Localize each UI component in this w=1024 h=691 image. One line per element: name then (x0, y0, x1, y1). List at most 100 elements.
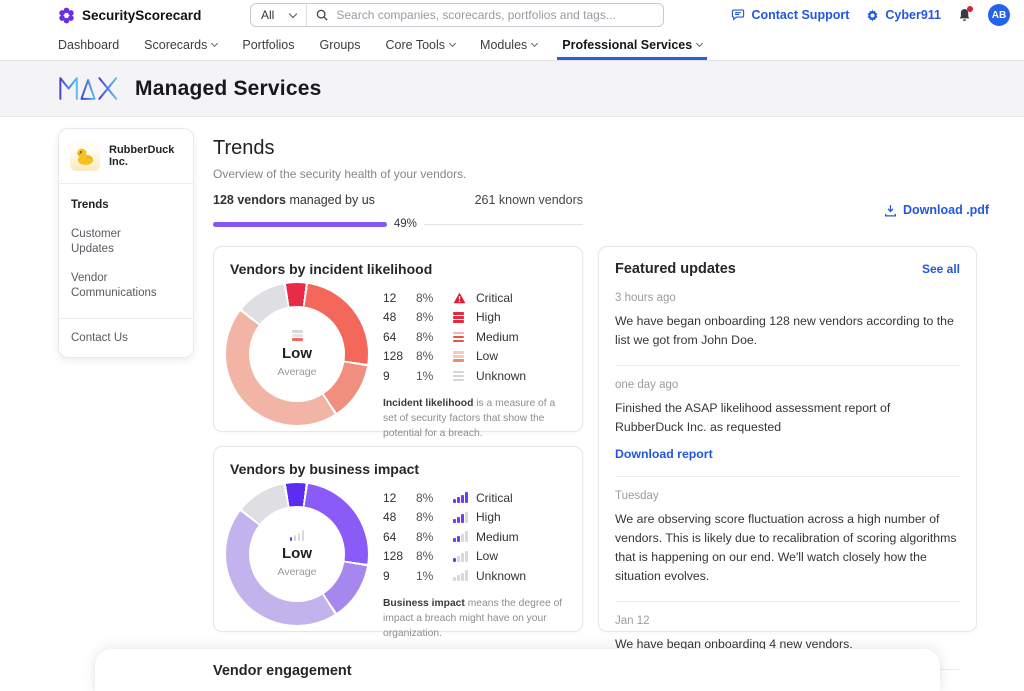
update-item: 3 hours ago We have began onboarding 128… (615, 279, 960, 367)
download-report-link[interactable]: Download report (615, 447, 713, 462)
top-bar-actions: Contact Support Cyber911 AB (731, 4, 1024, 26)
card-title: Vendors by incident likelihood (230, 261, 433, 277)
sidebar-item-trends[interactable]: Trends (71, 199, 109, 211)
card-title: Vendors by business impact (230, 461, 420, 477)
legend-count: 64 (383, 329, 397, 344)
download-pdf-label: Download .pdf (903, 203, 990, 217)
nav-label: Modules (480, 38, 528, 52)
section-subtitle: Overview of the security health of your … (213, 167, 467, 181)
chevron-down-icon (696, 39, 704, 48)
update-text: Finished the ASAP likelihood assessment … (615, 401, 891, 435)
donut-center-value: Low (282, 344, 312, 362)
low-impact-icon (453, 550, 476, 562)
update-item: one day ago Finished the ASAP likelihood… (615, 366, 960, 478)
medium-severity-icon (453, 331, 476, 342)
nav-item-professional-services[interactable]: Professional Services (557, 30, 708, 60)
main-content: RubberDuck Inc. Trends Customer Updates … (0, 117, 1024, 691)
update-time: one day ago (615, 379, 679, 392)
search-scope-value: All (261, 8, 275, 22)
nav-item-modules[interactable]: Modules (480, 30, 539, 60)
legend-label: Medium (476, 329, 519, 344)
nav-label: Professional Services (562, 38, 693, 52)
update-text: We have began onboarding 4 new vendors. (615, 637, 853, 652)
nav-item-groups[interactable]: Groups (320, 30, 361, 60)
page-title: Managed Services (135, 76, 322, 100)
notification-dot (967, 6, 973, 12)
legend-pct: 1% (416, 368, 434, 383)
download-pdf-link[interactable]: Download .pdf (884, 203, 989, 217)
low-severity-icon (453, 351, 476, 362)
primary-nav: Dashboard Scorecards Portfolios Groups C… (0, 30, 1024, 61)
download-icon (885, 204, 896, 217)
progress-bar (213, 221, 387, 227)
sidebar-item-vendor-communications[interactable]: Vendor Communications (71, 271, 157, 300)
global-search: All (250, 3, 664, 27)
legend-pct: 8% (416, 549, 434, 564)
contact-support-link[interactable]: Contact Support (731, 8, 849, 22)
legend-row-medium: 64 8% Medium (383, 527, 568, 547)
business-impact-donut[interactable]: Low Average (226, 483, 368, 625)
featured-updates-title: Featured updates (615, 261, 736, 277)
known-vendors-label: 261 known vendors (474, 193, 583, 207)
legend-count: 9 (383, 368, 390, 383)
update-time: Tuesday (615, 490, 659, 503)
legend-count: 12 (383, 490, 397, 505)
legend-label: High (476, 510, 501, 525)
chevron-down-icon (289, 9, 298, 18)
trends-header: Trends Overview of the security health o… (213, 137, 466, 181)
nav-item-core-tools[interactable]: Core Tools (386, 30, 457, 60)
sidebar-item-contact-us[interactable]: Contact Us (71, 331, 128, 344)
legend-count: 48 (383, 310, 397, 325)
legend-row-critical: 12 8% Critical (383, 288, 568, 308)
company-logo (70, 141, 100, 171)
nav-item-dashboard[interactable]: Dashboard (58, 30, 119, 60)
search-scope-select[interactable]: All (251, 4, 308, 26)
legend-row-high: 48 8% High (383, 308, 568, 328)
business-footnote: Business impact means the degree of impa… (383, 596, 568, 642)
brand-logo[interactable]: SecurityScorecard (58, 7, 201, 24)
bell-icon (959, 8, 970, 22)
footnote-term: Business impact (383, 597, 465, 609)
nav-label: Portfolios (242, 38, 295, 52)
nav-item-scorecards[interactable]: Scorecards (144, 30, 219, 60)
low-severity-icon (291, 330, 303, 341)
critical-impact-icon (453, 492, 476, 504)
cyber911-link[interactable]: Cyber911 (866, 8, 941, 22)
legend-label: Critical (476, 490, 513, 505)
legend-pct: 8% (416, 529, 434, 544)
brand-name: SecurityScorecard (82, 7, 202, 23)
chevron-down-icon (448, 39, 457, 48)
legend-pct: 8% (416, 290, 434, 305)
securityscorecard-icon (59, 7, 74, 23)
legend-row-critical: 12 8% Critical (383, 488, 568, 508)
legend-label: Unknown (476, 568, 527, 583)
footnote-text: means the degree of impact a breach migh… (383, 597, 563, 640)
unknown-impact-icon (453, 570, 476, 582)
search-input[interactable] (328, 8, 663, 22)
vendor-engagement-card: Vendor engagement (95, 649, 940, 691)
legend-count: 12 (383, 290, 397, 305)
sidebar-company[interactable]: RubberDuck Inc. (59, 129, 193, 184)
avatar[interactable]: AB (988, 4, 1010, 26)
critical-warning-icon (453, 292, 476, 304)
low-impact-icon (289, 530, 305, 541)
legend-row-medium: 64 8% Medium (383, 327, 568, 347)
legend-row-low: 128 8% Low (383, 347, 568, 367)
managed-vendors-rest: managed by us (285, 193, 375, 207)
donut-center: Low Average (249, 306, 345, 402)
legend-pct: 8% (416, 490, 434, 505)
nav-item-portfolios[interactable]: Portfolios (242, 30, 294, 60)
nav-label: Dashboard (58, 38, 120, 52)
legend-pct: 8% (416, 349, 434, 364)
see-all-link[interactable]: See all (921, 262, 960, 276)
legend-pct: 8% (416, 510, 434, 525)
legend-label: Low (476, 549, 499, 564)
legend-label: Medium (476, 529, 519, 544)
managed-vendors-label: 128 vendors managed by us (213, 193, 375, 207)
search-icon (316, 9, 328, 21)
notifications-button[interactable] (958, 6, 973, 22)
sidebar-item-customer-updates[interactable]: Customer Updates (71, 227, 121, 256)
incident-likelihood-donut[interactable]: Low Average (226, 283, 368, 425)
donut-center-value: Low (282, 545, 312, 562)
nav-label: Groups (319, 38, 361, 52)
